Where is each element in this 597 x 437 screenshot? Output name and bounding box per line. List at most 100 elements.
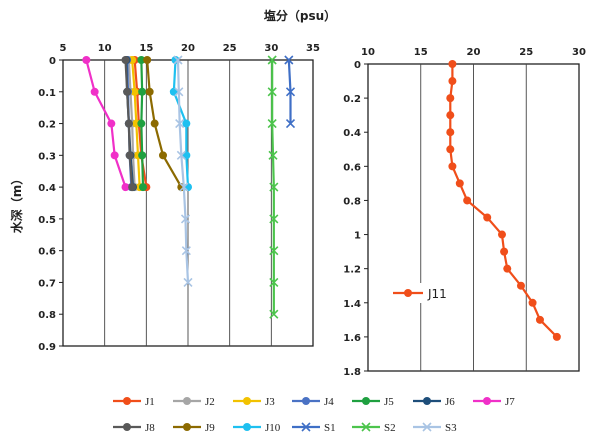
series-line-s3 (176, 59, 190, 283)
data-point-s1 (285, 118, 296, 129)
x-tick-label: 30 (572, 47, 586, 58)
x-tick-label: 10 (361, 47, 375, 58)
series-j11 (446, 60, 561, 341)
data-point-j11 (500, 247, 509, 256)
data-point-j5 (139, 183, 147, 192)
data-point-j11 (448, 60, 457, 68)
legend-marker (243, 397, 251, 405)
data-point-j9 (145, 87, 154, 96)
legend-label: J5 (384, 396, 394, 408)
data-point-j7 (121, 183, 130, 192)
data-point-s1 (284, 55, 294, 65)
right-x-tick-labels: 10 15 20 25 30 (361, 47, 586, 58)
legend-item-j7: J7 (473, 396, 515, 408)
legend-marker (183, 397, 191, 405)
data-point-s3 (175, 118, 185, 129)
data-point-s3 (173, 55, 183, 65)
legend-label: J7 (505, 396, 515, 408)
x-tick-label: 20 (181, 43, 195, 54)
data-point-j10 (184, 183, 192, 192)
y-tick-label: 0 (354, 60, 361, 71)
right-y-tick-labels: 0 0.2 0.4 0.6 0.8 1 1.2 1.4 1.6 1.8 (343, 60, 368, 378)
legend-marker (123, 397, 131, 405)
data-point-s3 (179, 182, 189, 192)
y-tick-label: 0 (49, 56, 56, 67)
right-chart: 10 15 20 25 30 0 0.2 0.4 0.6 0.8 1 1.2 1.4 1.6 1.8 J1… (343, 47, 586, 378)
legend-item-s2: S2 (352, 422, 396, 434)
data-point-s3 (181, 246, 191, 256)
data-point-j11 (516, 281, 525, 290)
legend-label: S3 (445, 422, 457, 434)
data-point-s3 (176, 150, 186, 160)
data-point-j11 (446, 145, 455, 154)
data-point-j8 (125, 151, 134, 160)
legend-label-j11: J11 (427, 287, 447, 301)
data-point-j11 (448, 77, 457, 86)
data-point-j11 (483, 213, 492, 222)
data-point-s2 (269, 277, 279, 288)
x-tick-label: 30 (264, 43, 278, 54)
legend-marker (422, 422, 432, 432)
data-point-j8 (128, 183, 137, 192)
data-point-j9 (143, 56, 152, 64)
data-point-j11 (528, 298, 537, 307)
y-tick-label: 0.2 (343, 94, 361, 105)
data-point-j7 (82, 56, 91, 64)
series-j8 (121, 56, 137, 192)
y-tick-label: 0.2 (38, 120, 56, 131)
legend-item-j6: J6 (413, 396, 455, 408)
legend-item-j5: J5 (352, 396, 394, 408)
right-gridlines (420, 64, 527, 371)
data-point-s3 (174, 87, 184, 97)
y-tick-label: 0.8 (343, 196, 361, 207)
data-point-j5 (138, 87, 147, 96)
legend-marker (123, 423, 131, 431)
series-j5 (137, 56, 147, 192)
legend-item-j9: J9 (173, 422, 215, 434)
data-point-s2 (267, 55, 277, 65)
legend-item-s3: S3 (413, 422, 457, 434)
data-point-s2 (267, 118, 277, 129)
y-tick-label: 1.6 (343, 333, 361, 344)
data-point-s2 (269, 182, 279, 192)
y-tick-label: 0.4 (343, 128, 361, 139)
legend-item-j2: J2 (173, 396, 215, 408)
series-s3 (173, 55, 193, 288)
legend-marker (483, 397, 491, 405)
data-point-j7 (107, 119, 116, 128)
data-point-j11 (552, 332, 561, 341)
legend-marker (183, 423, 191, 431)
legend-item-j3: J3 (233, 396, 275, 408)
y-tick-label: 0.6 (343, 162, 361, 173)
legend-item-j10: J10 (233, 422, 281, 434)
data-point-s2 (269, 246, 279, 256)
data-point-j11 (446, 94, 455, 103)
right-series (446, 60, 561, 341)
data-point-j9 (150, 119, 159, 128)
legend-marker (301, 422, 311, 432)
data-point-j5 (138, 151, 147, 160)
data-point-j9 (159, 151, 167, 160)
y-tick-label: 0.4 (38, 183, 56, 194)
x-tick-label: 25 (519, 47, 533, 58)
data-point-s3 (183, 277, 193, 288)
data-point-s2 (269, 309, 279, 319)
data-point-s2 (267, 87, 277, 97)
legend-label: J9 (205, 422, 215, 434)
data-point-j11 (503, 264, 512, 273)
data-point-j11 (455, 179, 464, 188)
legend-item-j8: J8 (113, 422, 155, 434)
left-x-tick-labels: 5 15 25 35 10 20 30 (60, 43, 320, 54)
left-gridlines (104, 60, 272, 346)
y-tick-label: 0.9 (38, 342, 56, 353)
data-point-j10 (182, 119, 191, 128)
y-tick-label: 0.3 (38, 151, 56, 162)
data-point-j8 (123, 87, 132, 96)
y-tick-label: 0.7 (38, 278, 56, 289)
left-y-axis-label: 水深（m） (9, 173, 24, 234)
legend-label: J2 (205, 396, 215, 408)
legend-marker (302, 397, 310, 405)
legend-label: J10 (265, 422, 281, 434)
